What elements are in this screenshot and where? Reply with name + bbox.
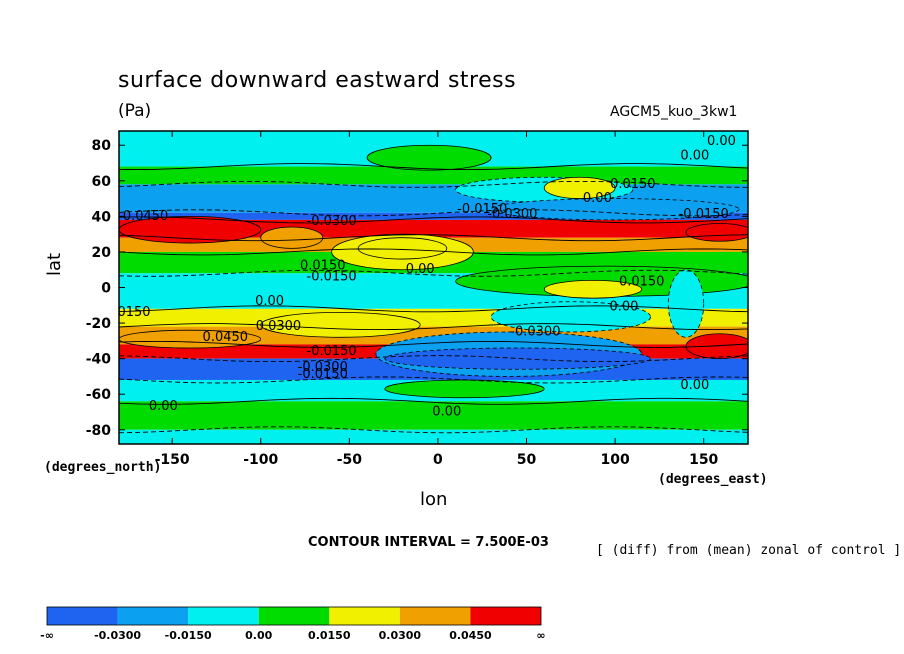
y-tick-label: -60 [86,387,112,403]
contour-line-7 [119,269,748,277]
colorbar-swatch [258,607,330,625]
chart-units: (Pa) [118,101,152,121]
contour-line-2 [119,180,748,188]
contour-label: -0.0150 [679,207,729,222]
contour-label: 0.00 [149,399,178,414]
colorbar-swatch [399,607,471,625]
colorbar-label: -0.0300 [94,629,141,642]
contour-line-13 [119,397,748,405]
x-tick-label: -100 [243,452,278,468]
colorbar-label: 0.0150 [308,629,351,642]
contour-line-9 [119,323,748,331]
band-13 [119,401,748,430]
contour-label: 0.0150 [619,275,665,290]
colorbar-label: 0.00 [245,629,272,642]
patch-3 [260,226,324,249]
colorbar-swatch [47,607,118,625]
colorbar-label: 0.0450 [449,629,492,642]
contour-label: 0.0150 [610,177,656,192]
x-tick-label: -150 [155,452,190,468]
patch-15 [685,333,748,360]
x-axis-label: lon [420,489,448,510]
contour-label: -0.0300 [298,360,348,375]
contour-label: -0.0300 [487,207,537,222]
y-axis-units: (degrees_north) [44,460,162,475]
contour-line-11 [119,355,748,363]
contour-label: 0.0450 [203,330,249,345]
colorbar-frame [46,606,542,626]
chart-title: surface downward eastward stress [118,68,517,93]
y-tick-label: 60 [92,174,112,190]
x-tick-label: -50 [337,452,363,468]
patch-7 [384,347,651,370]
contour-label: 0.00 [609,300,638,315]
contour-line-12 [119,376,748,384]
contour-label: 0.00 [406,262,435,277]
contour-label: -0.0150 [457,202,507,217]
patch-17 [366,144,492,171]
y-tick-label: 20 [92,245,112,261]
contour-label: 0.0150 [300,259,346,274]
x-axis-units: (degrees_east) [658,472,768,487]
run-label: AGCM5_kuo_3kw1 [610,104,738,120]
contour-label: 0.00 [680,378,709,393]
x-tick-label: 100 [600,452,629,468]
colorbar-swatch [470,607,541,625]
colorbar-swatch [329,607,400,625]
y-tick-label: -80 [86,423,112,439]
diff-note: [ (diff) from (mean) zonal of control ] [596,543,902,558]
contour-label: 0.00 [583,191,612,206]
contour-label: -0.0150 [307,344,357,359]
patch-9 [490,198,740,221]
colorbar-swatch [188,607,259,625]
contour-label: -0.0150 [298,367,348,382]
contour-line-3 [119,209,748,217]
colorbar-label: -0.0150 [165,629,212,642]
colorbar-label: ∞ [536,629,545,642]
contour-line-4 [119,216,748,224]
patch-5 [543,279,643,299]
x-tick-label: 150 [689,452,718,468]
band-3 [119,212,748,220]
band-14 [119,429,748,444]
contour-line-6 [119,248,748,256]
contour-label: 0.00 [707,134,736,149]
y-tick-label: -40 [86,352,112,368]
y-tick-label: -20 [86,316,112,332]
y-tick-label: 40 [92,209,112,225]
y-tick-label: 80 [92,138,112,154]
contour-label: 0.0300 [256,319,302,334]
colorbar-swatch [117,607,189,625]
colorbar-label: -∞ [40,629,54,642]
colorbar-label: 0.0300 [379,629,422,642]
patch-18 [543,176,616,199]
contour-label: -0.0300 [510,324,560,339]
y-tick-label: 0 [101,281,111,297]
contour-line-1 [119,163,748,171]
x-tick-label: 0 [433,452,443,468]
contour-label: 0.0150 [105,305,151,320]
contour-line-10 [119,340,748,348]
contour-line-14 [119,426,748,434]
contour-label: 0.00 [680,148,709,163]
contour-label: 0.00 [432,404,461,419]
contour-label: 0.0450 [123,209,169,224]
contour-label: -0.0150 [307,269,357,284]
contour-line-8 [119,305,748,313]
patch-16 [667,269,705,338]
patch-10 [490,301,651,333]
patch-14 [685,223,748,242]
patch-1 [357,237,448,260]
contour-interval: CONTOUR INTERVAL = 7.500E-03 [308,535,549,550]
contour-label: 0.00 [255,294,284,309]
contour-label: -0.0300 [307,214,357,229]
contour-line-5 [119,234,748,242]
x-tick-label: 50 [517,452,537,468]
